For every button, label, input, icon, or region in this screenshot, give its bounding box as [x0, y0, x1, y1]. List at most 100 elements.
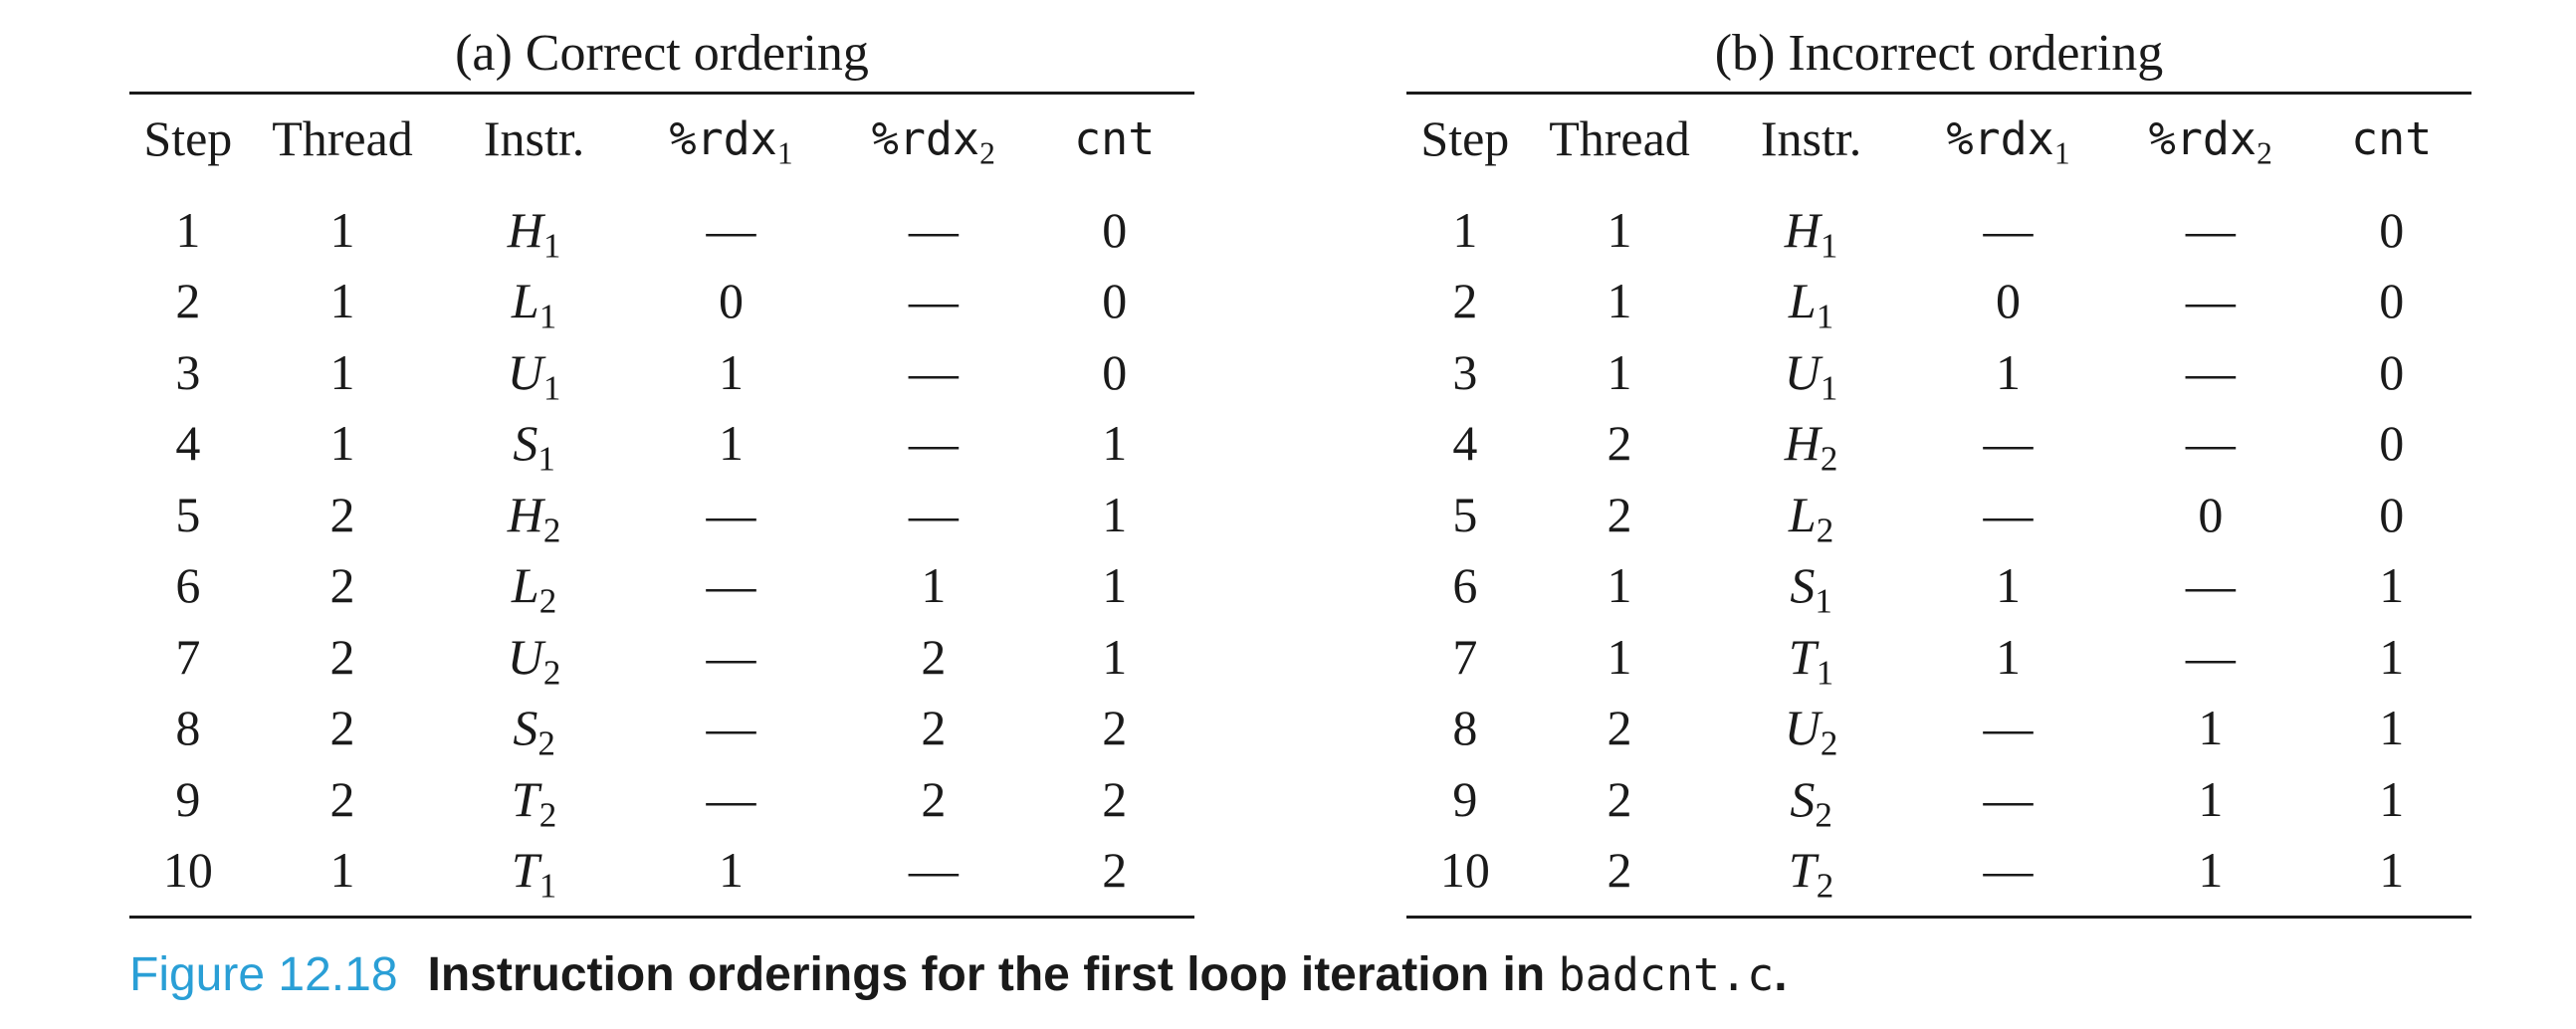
cell-cnt: 1 [2379, 557, 2405, 614]
cell-rdx2: 1 [921, 557, 947, 614]
cell-thread: 1 [1607, 273, 1632, 329]
cell-rdx2: 2 [921, 770, 947, 827]
header-instr: Instr. [1760, 110, 1862, 166]
cell-rdx2: — [2185, 201, 2236, 258]
cell-thread: 2 [1607, 770, 1632, 827]
cell-step: 9 [175, 770, 201, 827]
table-row: 9 2 S2—1 1 [1406, 763, 2471, 835]
cell-rdx1: — [1983, 842, 2034, 899]
instr-subscript: 2 [542, 653, 561, 693]
instr-letter: U [507, 343, 543, 400]
cell-instr: L2 [438, 550, 630, 622]
table-row: 3 1 U1 1—0 [1406, 336, 2471, 408]
header-rdx1-sub: 1 [2053, 134, 2070, 170]
instr-subscript: 1 [1820, 368, 1838, 408]
cell-step: 4 [175, 415, 201, 472]
instr-letter: H [1784, 415, 1821, 472]
cell-thread: 2 [329, 486, 355, 542]
cell-step: 7 [175, 628, 201, 685]
cell-rdx1: — [706, 770, 756, 827]
cell-instr: U1 [1715, 336, 1907, 408]
cell-rdx1: — [706, 486, 756, 542]
cell-cnt: 0 [2379, 415, 2405, 472]
figure-caption-code: badcnt.c [1558, 948, 1775, 1001]
cell-thread: 1 [1607, 557, 1632, 614]
instr-letter: H [1784, 201, 1821, 258]
cell-rdx1: 1 [719, 415, 745, 472]
header-rdx1-base: %rdx [669, 111, 777, 165]
cell-instr: H2 [1715, 408, 1907, 480]
cell-cnt: 0 [1102, 343, 1128, 400]
panel-title: (a) Correct ordering [455, 25, 869, 82]
instr-letter: U [507, 628, 543, 685]
cell-step: 5 [175, 486, 201, 542]
cell-instr: H1 [438, 182, 630, 266]
cell-thread: 2 [329, 628, 355, 685]
panel-title: (b) Incorrect ordering [1714, 25, 2164, 82]
cell-step: 10 [162, 842, 213, 899]
cell-thread: 2 [1607, 415, 1632, 472]
cell-instr: S1 [1715, 550, 1907, 622]
header-rdx2: %rdx2 [2109, 95, 2311, 182]
bottom-rule [1406, 916, 2471, 919]
cell-thread: 2 [1607, 700, 1632, 756]
instr-letter: L [511, 273, 539, 329]
table-row: 6 2 L2—1 1 [129, 550, 1194, 622]
instr-subscript: 1 [542, 368, 561, 408]
cell-cnt: 2 [1102, 770, 1128, 827]
cell-cnt: 1 [1102, 628, 1128, 685]
header-thread: Thread [1549, 110, 1690, 166]
header-rdx1: %rdx1 [630, 95, 832, 182]
cell-step: 1 [1452, 201, 1478, 258]
cell-step: 7 [1452, 628, 1478, 685]
cell-instr: L1 [1715, 266, 1907, 337]
cell-step: 6 [175, 557, 201, 614]
cell-step: 4 [1452, 415, 1478, 472]
cell-rdx1: 1 [1996, 628, 2022, 685]
cell-instr: U1 [438, 336, 630, 408]
instr-subscript: 1 [537, 439, 555, 479]
top-rule [1406, 92, 2471, 95]
cell-rdx1: — [1983, 486, 2034, 542]
cell-rdx2: — [908, 842, 959, 899]
header-row: Step Thread Instr. %rdx1 %rdx2 cnt [1406, 95, 2471, 182]
instr-subscript: 1 [1820, 226, 1838, 266]
cell-rdx2: — [908, 486, 959, 542]
table-row: 9 2 T2—2 2 [129, 763, 1194, 835]
cell-cnt: 0 [1102, 273, 1128, 329]
cell-rdx2: — [2185, 557, 2236, 614]
instr-subscript: 2 [1815, 795, 1832, 835]
cell-step: 1 [175, 201, 201, 258]
cell-instr: L1 [438, 266, 630, 337]
cell-instr: S1 [438, 408, 630, 480]
instr-subscript: 2 [1820, 439, 1838, 479]
instr-subscript: 1 [1816, 297, 1834, 336]
instr-letter: T [511, 842, 539, 899]
header-rdx1-sub: 1 [776, 134, 793, 170]
table-row: 8 2 S2—2 2 [129, 693, 1194, 764]
instr-letter: L [1788, 486, 1817, 542]
cell-rdx2: 1 [2198, 770, 2224, 827]
cell-cnt: 0 [2379, 201, 2405, 258]
cell-cnt: 1 [1102, 557, 1128, 614]
header-cnt: cnt [1074, 111, 1156, 165]
instr-letter: S [1790, 557, 1816, 614]
header-rdx1-base: %rdx [1946, 111, 2054, 165]
cell-cnt: 1 [2379, 700, 2405, 756]
cell-thread: 1 [329, 415, 355, 472]
instr-subscript: 1 [1815, 581, 1832, 621]
cell-rdx2: 2 [921, 700, 947, 756]
instr-letter: T [1788, 628, 1817, 685]
cell-thread: 2 [329, 770, 355, 827]
cell-rdx1: 0 [1996, 273, 2022, 329]
instr-subscript: 2 [538, 581, 557, 621]
cell-step: 8 [1452, 700, 1478, 756]
table-row: 7 2 U2—2 1 [129, 621, 1194, 693]
instr-letter: T [1788, 842, 1817, 899]
cell-rdx1: 1 [719, 343, 745, 400]
instr-subscript: 2 [1816, 511, 1834, 550]
cell-thread: 2 [329, 557, 355, 614]
cell-cnt: 1 [2379, 770, 2405, 827]
cell-rdx1: — [706, 628, 756, 685]
cell-rdx2: 2 [921, 628, 947, 685]
